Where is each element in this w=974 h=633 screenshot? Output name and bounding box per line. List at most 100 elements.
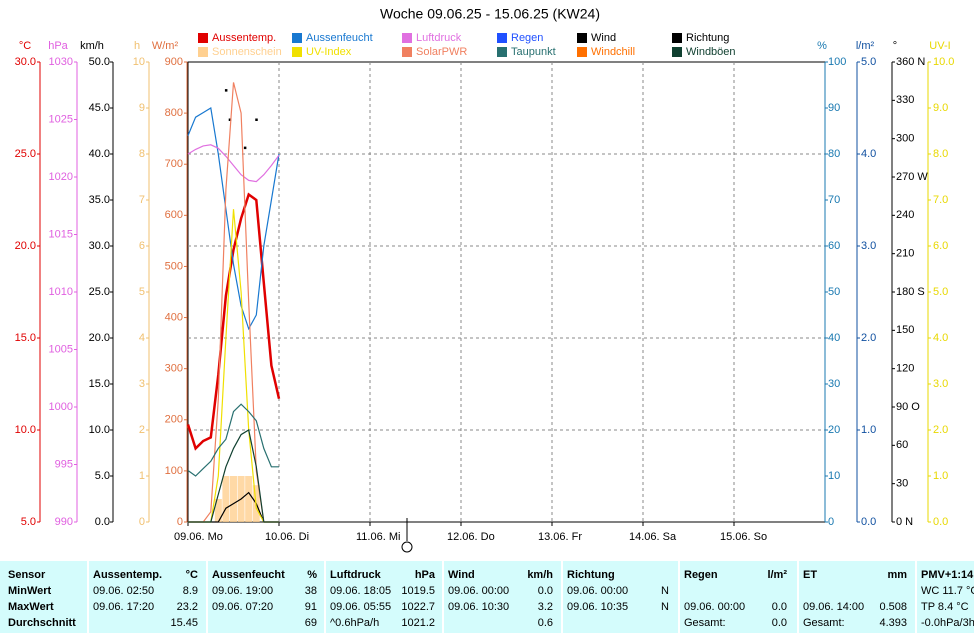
y-tick-label: 10 bbox=[828, 470, 840, 482]
y-tick-label: 2 bbox=[139, 424, 145, 436]
table-cell: 1019.5 bbox=[401, 585, 435, 597]
y-tick-label: 60 bbox=[896, 439, 908, 451]
y-tick-label: 990 bbox=[55, 516, 73, 528]
table-cell: N bbox=[661, 585, 669, 597]
axis-unit: W/m² bbox=[152, 40, 179, 52]
legend-swatch bbox=[198, 47, 208, 57]
y-tick-label: 3.0 bbox=[861, 240, 876, 252]
table-cell: l/m² bbox=[767, 569, 787, 581]
axis-unit: ° bbox=[893, 40, 897, 52]
y-tick-label: 210 bbox=[896, 248, 914, 260]
y-tick-label: 900 bbox=[165, 56, 183, 68]
table-cell: -0.0hPa/3h bbox=[921, 617, 974, 629]
chart: Woche 09.06.25 - 15.06.25 (KW24) °C30.02… bbox=[15, 6, 954, 553]
y-tick-label: 120 bbox=[896, 363, 914, 375]
table-cell: km/h bbox=[527, 569, 553, 581]
series-line bbox=[188, 429, 279, 523]
y-tick-label: 7 bbox=[139, 194, 145, 206]
y-tick-label: 5.0 bbox=[861, 56, 876, 68]
table-cell: 09.06. 07:20 bbox=[212, 601, 273, 613]
y-tick-label: 1010 bbox=[49, 286, 73, 298]
y-tick-label: 360 N bbox=[896, 56, 925, 68]
y-tick-label: 9 bbox=[139, 102, 145, 114]
table-cell: 38 bbox=[305, 585, 317, 597]
y-tick-label: 800 bbox=[165, 107, 183, 119]
table-cell: 15.45 bbox=[170, 617, 198, 629]
y-tick-label: 10.0 bbox=[933, 56, 954, 68]
point bbox=[228, 118, 232, 121]
bar bbox=[214, 499, 222, 522]
y-tick-label: 4.0 bbox=[861, 148, 876, 160]
table-cell: 09.06. 10:35 bbox=[567, 601, 628, 613]
table-cell: 09.06. 00:00 bbox=[567, 585, 628, 597]
y-tick-label: 0 N bbox=[896, 516, 913, 528]
legend-swatch bbox=[577, 33, 587, 43]
table-cell: 0.6 bbox=[538, 617, 553, 629]
y-tick-label: 30 bbox=[828, 378, 840, 390]
y-tick-label: 90 bbox=[828, 102, 840, 114]
axis-unit: l/m² bbox=[856, 40, 875, 52]
legend-swatch bbox=[497, 33, 507, 43]
y-tick-label: 1000 bbox=[49, 401, 73, 413]
y-tick-label: 15.0 bbox=[89, 378, 110, 390]
y-tick-label: 70 bbox=[828, 194, 840, 206]
y-tick-label: 1020 bbox=[49, 171, 73, 183]
y-tick-label: 25.0 bbox=[15, 148, 36, 160]
legend-label: Aussentemp. bbox=[212, 32, 276, 44]
table-cell: PMV+1:14 bbox=[921, 569, 974, 581]
y-tick-label: 1030 bbox=[49, 56, 73, 68]
legend-swatch bbox=[292, 47, 302, 57]
table-cell: mm bbox=[887, 569, 907, 581]
axis-unit: km/h bbox=[80, 40, 104, 52]
y-tick-label: 0.0 bbox=[95, 516, 110, 528]
table-cell: Aussenfeucht bbox=[212, 569, 285, 581]
legend-swatch bbox=[672, 47, 682, 57]
table-cell: WC 11.7 °C bbox=[921, 585, 974, 597]
table-cell: Gesamt: bbox=[803, 617, 845, 629]
point bbox=[255, 118, 258, 121]
y-tick-label: 25.0 bbox=[89, 286, 110, 298]
y-tick-label: 45.0 bbox=[89, 102, 110, 114]
y-tick-label: 330 bbox=[896, 94, 914, 106]
bar bbox=[230, 476, 237, 522]
y-tick-label: 0 bbox=[177, 516, 183, 528]
y-tick-label: 240 bbox=[896, 209, 914, 221]
point bbox=[224, 89, 228, 92]
table-cell: hPa bbox=[415, 569, 436, 581]
legend-swatch bbox=[577, 47, 587, 57]
table-cell: ^0.6hPa/h bbox=[330, 617, 379, 629]
table-cell: 09.06. 05:55 bbox=[330, 601, 391, 613]
y-tick-label: 1 bbox=[139, 470, 145, 482]
table-cell: 09.06. 02:50 bbox=[93, 585, 154, 597]
y-tick-label: 0 bbox=[139, 516, 145, 528]
legend-label: Luftdruck bbox=[416, 32, 462, 44]
legend-label: Richtung bbox=[686, 32, 729, 44]
series-line bbox=[187, 403, 279, 477]
y-tick-label: 20.0 bbox=[89, 332, 110, 344]
y-tick-label: 30.0 bbox=[89, 240, 110, 252]
y-tick-label: 50.0 bbox=[89, 56, 110, 68]
y-tick-label: 2.0 bbox=[933, 424, 948, 436]
y-tick-label: 8.0 bbox=[933, 148, 948, 160]
legend-label: SolarPWR bbox=[416, 46, 467, 58]
y-tick-label: 5.0 bbox=[21, 516, 36, 528]
y-tick-label: 10 bbox=[133, 56, 145, 68]
y-tick-label: 80 bbox=[828, 148, 840, 160]
table-cell: 09.06. 18:05 bbox=[330, 585, 391, 597]
table-background bbox=[0, 561, 974, 633]
y-tick-label: 3 bbox=[139, 378, 145, 390]
table-cell: 09.06. 17:20 bbox=[93, 601, 154, 613]
legend-label: Aussenfeucht bbox=[306, 32, 373, 44]
y-tick-label: 0.0 bbox=[933, 516, 948, 528]
table-cell: 4.393 bbox=[879, 617, 907, 629]
legend-swatch bbox=[402, 33, 412, 43]
legend-label: UV-Index bbox=[306, 46, 352, 58]
y-tick-label: 100 bbox=[165, 465, 183, 477]
y-tick-label: 5.0 bbox=[933, 286, 948, 298]
table-cell: ET bbox=[803, 569, 817, 581]
y-tick-label: 30.0 bbox=[15, 56, 36, 68]
axis-unit: h bbox=[134, 40, 140, 52]
table-cell: 8.9 bbox=[183, 585, 198, 597]
y-tick-label: 180 S bbox=[896, 286, 925, 298]
legend-label: Wind bbox=[591, 32, 616, 44]
